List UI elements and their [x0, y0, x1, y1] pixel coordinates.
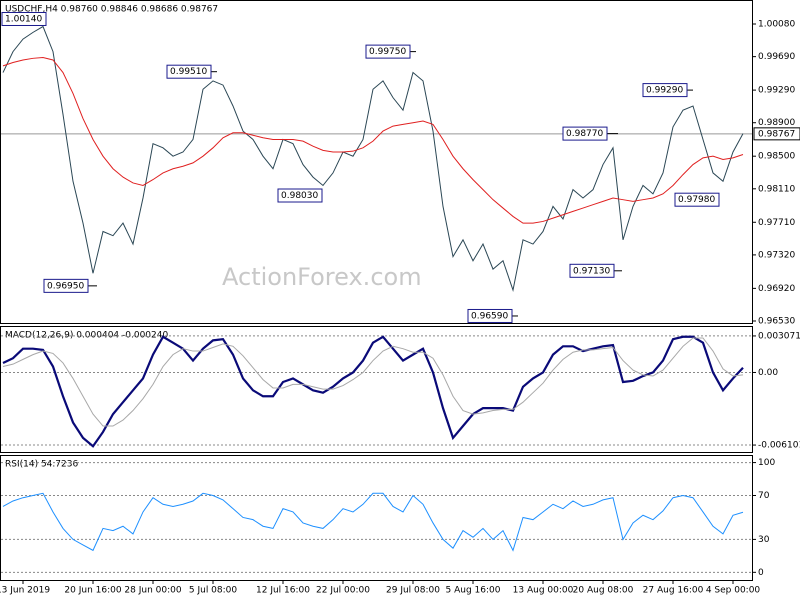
annotation-box — [365, 44, 411, 59]
y-tick-label: 0.99690 — [758, 52, 795, 62]
annotation-box — [43, 278, 89, 293]
y-tick-label: 0.96530 — [758, 316, 795, 326]
macd-frame — [0, 326, 753, 453]
annotation-label: 0.98030 — [281, 191, 318, 201]
rsi-frame — [0, 455, 753, 581]
y-tick-label: 0.97320 — [758, 250, 795, 260]
x-tick-label: 5 Jul 08:00 — [189, 586, 238, 596]
annotation-box — [166, 64, 212, 79]
y-tick-label: 0.99290 — [758, 86, 795, 96]
annotation-label: 0.96950 — [47, 281, 84, 291]
annotation-label: 1.00140 — [5, 14, 42, 24]
y-tick-label: 0.96920 — [758, 284, 795, 294]
last-price-box — [753, 127, 800, 141]
annotation-box — [674, 192, 720, 207]
annotation-label: 0.99510 — [170, 67, 207, 77]
x-tick-label: 22 Jul 00:00 — [316, 586, 370, 596]
series-line — [2, 56, 744, 224]
last-price-label: 0.98767 — [758, 129, 795, 139]
y-tick-label: 0.97710 — [758, 218, 795, 228]
x-tick-label: 28 Jun 00:00 — [124, 586, 181, 596]
watermark: ActionForex.com — [222, 263, 422, 291]
annotation-label: 0.98770 — [566, 129, 603, 139]
price-frame — [0, 0, 753, 324]
series-line — [2, 25, 744, 292]
y-tick-label: 0 — [758, 568, 764, 578]
series-line — [2, 335, 744, 448]
x-tick-label: 29 Jul 08:00 — [386, 586, 440, 596]
x-tick-label: 13 Aug 00:00 — [513, 586, 574, 596]
y-tick-label: 30 — [758, 535, 770, 545]
annotation-box — [277, 188, 323, 203]
x-tick-label: 5 Aug 16:00 — [446, 586, 501, 596]
y-tick-label: 1.00080 — [758, 20, 795, 30]
x-tick-label: 27 Aug 16:00 — [643, 586, 704, 596]
x-tick-label: 20 Aug 08:00 — [573, 586, 634, 596]
annotation-box — [562, 126, 608, 141]
y-tick-label: -0.006101 — [758, 441, 800, 451]
annotation-label: 0.99750 — [369, 47, 406, 57]
x-tick-label: 12 Jul 16:00 — [256, 586, 310, 596]
y-tick-label: 100 — [758, 458, 775, 468]
annotation-box — [1, 11, 47, 26]
x-tick-label: 20 Jun 16:00 — [64, 586, 121, 596]
rsi-title: RSI(14) 54.7236 — [5, 460, 78, 470]
annotation-label: 0.96590 — [471, 311, 508, 321]
annotation-label: 0.97980 — [678, 195, 715, 205]
y-tick-label: 0.98110 — [758, 184, 795, 194]
annotation-box — [467, 308, 513, 323]
x-tick-label: 13 Jun 2019 — [0, 586, 50, 596]
annotation-label: 0.99290 — [646, 86, 683, 96]
series-line — [2, 492, 744, 552]
y-tick-label: 70 — [758, 491, 770, 501]
x-tick-label: 4 Sep 00:00 — [706, 586, 761, 596]
y-tick-label: 0.98900 — [758, 118, 795, 128]
annotation-label: 0.97130 — [573, 266, 610, 276]
y-tick-label: 0.00 — [758, 368, 778, 378]
chart-title: USDCHF,H4 0.98760 0.98846 0.98686 0.9876… — [5, 5, 218, 15]
y-tick-label: 0.003071 — [758, 331, 800, 341]
annotation-box — [569, 263, 615, 278]
annotation-box — [642, 83, 688, 98]
series-line — [2, 337, 744, 427]
y-tick-label: 0.98500 — [758, 152, 795, 162]
